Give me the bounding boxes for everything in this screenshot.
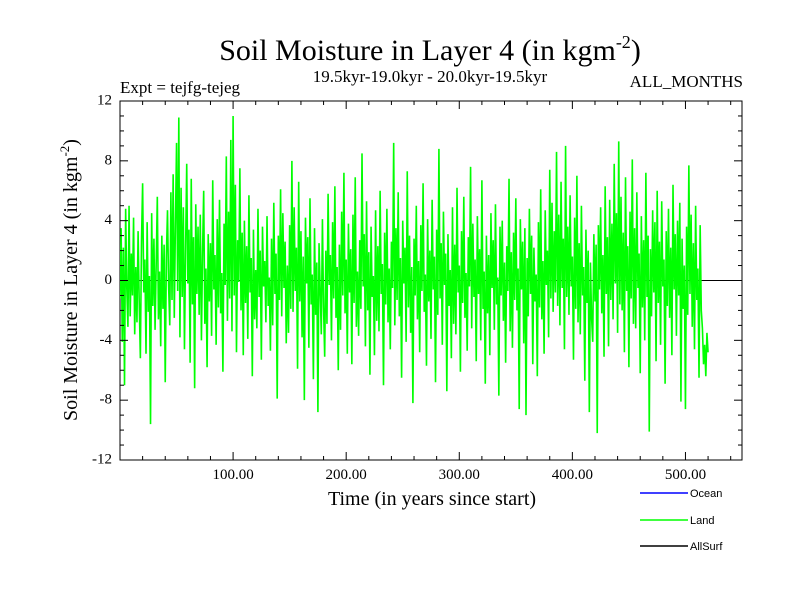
legend: Ocean Land AllSurf: [640, 488, 723, 553]
expt-label: Expt = tejfg-tejeg: [120, 78, 241, 97]
y-axis-label-main: Soil Moisture in Layer 4 (in kgm: [60, 156, 82, 421]
chart-title: Soil Moisture in Layer 4 (in kgm-2): [219, 32, 641, 67]
legend-label-land: Land: [690, 515, 714, 527]
chart-title-end: ): [631, 34, 641, 67]
y-axis-label-end: ): [60, 139, 82, 146]
tick-marks: [120, 100, 742, 461]
x-tick-label: 100.00: [212, 467, 253, 483]
x-tick-label: 400.00: [552, 467, 593, 483]
land-series-line: [120, 115, 709, 434]
y-axis-label: Soil Moisture in Layer 4 (in kgm-2): [57, 139, 82, 421]
months-label: ALL_MONTHS: [630, 72, 743, 91]
y-axis-ticks: -12 -8 -4 0 4 8 12: [92, 92, 113, 467]
x-tick-label: 500.00: [665, 467, 706, 483]
chart-title-sup: -2: [616, 32, 631, 52]
y-tick-label: -4: [100, 332, 113, 348]
legend-label-allsurf: AllSurf: [690, 541, 723, 553]
legend-label-ocean: Ocean: [690, 488, 722, 500]
x-tick-label: 300.00: [439, 467, 480, 483]
x-axis-label: Time (in years since start): [328, 488, 536, 510]
y-tick-label: 12: [97, 92, 112, 108]
y-axis-label-sup: -2: [57, 146, 72, 157]
y-tick-label: 8: [105, 152, 113, 168]
period-label: 19.5kyr-19.0kyr - 20.0kyr-19.5kyr: [313, 67, 548, 86]
y-tick-label: 4: [105, 212, 113, 228]
x-tick-label: 200.00: [326, 467, 367, 483]
x-axis-ticks: 100.00 200.00 300.00 400.00 500.00: [212, 467, 706, 483]
y-tick-label: -8: [100, 392, 113, 408]
y-tick-label: -12: [92, 451, 112, 467]
y-tick-label: 0: [105, 272, 113, 288]
chart-title-main: Soil Moisture in Layer 4 (in kgm: [219, 34, 616, 67]
